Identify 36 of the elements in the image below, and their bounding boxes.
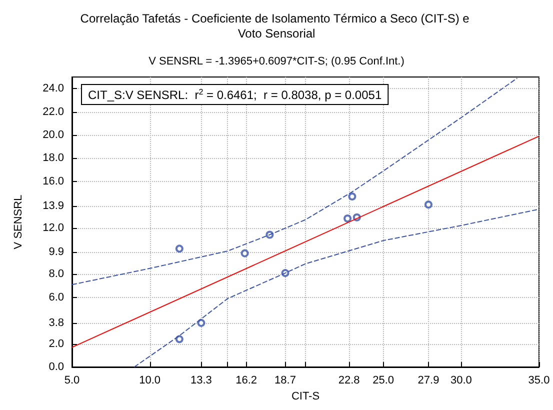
y-tick-label: 9.9	[48, 246, 64, 258]
point	[348, 192, 356, 200]
point	[175, 335, 184, 344]
point	[424, 200, 432, 209]
line-series	[72, 78, 518, 286]
y-tick-label: 0.0	[48, 361, 64, 373]
y-tick-label: 8.0	[48, 268, 64, 280]
point	[197, 318, 206, 327]
chart-title: Correlação Tafetás - Coeficiente de Isolamento Térmico a Seco (CIT-S) e Voto Sensorial	[80, 12, 473, 40]
point	[240, 249, 249, 258]
y-tick-label: 13.9	[42, 200, 64, 212]
x-tick-label: 13.3	[190, 374, 212, 386]
y-tick-label: 16.0	[42, 175, 64, 188]
x-tick-label: 16.2	[236, 374, 258, 386]
y-tick-label: 18.0	[42, 152, 64, 164]
y-tick-label: 3.8	[48, 316, 64, 329]
x-tick-label: 27.9	[418, 374, 440, 386]
y-axis-title: V SENSRL	[12, 194, 24, 250]
x-tick-label: 5.0	[64, 374, 80, 386]
point	[344, 214, 352, 223]
x-tick-label: 10.0	[139, 374, 161, 386]
point	[175, 244, 184, 253]
x-tick-label: 30.0	[450, 374, 472, 386]
y-tick-label: 6.0	[48, 291, 64, 304]
y-tick-label: 24.0	[42, 82, 64, 95]
y-tick-label: 2.0	[48, 338, 64, 350]
line-series	[134, 208, 540, 368]
y-tick-label: 12.0	[42, 222, 64, 234]
y-tick-label: 22.0	[42, 106, 64, 118]
x-tick-label: 18.7	[274, 374, 296, 386]
y-tick-label: 20.0	[42, 129, 64, 141]
x-tick-label: 22.8	[338, 374, 360, 386]
x-tick-label: 35.0	[528, 374, 550, 386]
x-axis-title: CIT-S	[291, 390, 320, 402]
chart-subtitle: V SENSRL = -1.3965+0.6097*CIT-S; (0.95 Conf.Int.)	[148, 56, 404, 68]
x-tick-label: 25.0	[372, 374, 394, 386]
